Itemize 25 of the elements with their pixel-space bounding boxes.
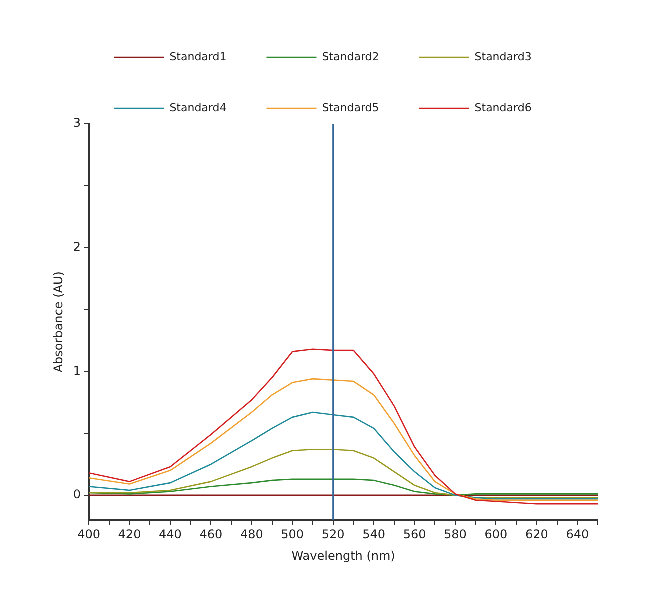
x-tick-label: 580 xyxy=(444,528,467,542)
x-tick-label: 500 xyxy=(281,528,304,542)
legend-label: Standard2 xyxy=(322,50,380,64)
y-tick-label: 3 xyxy=(73,116,82,130)
y-axis-title: Absorbance (AU) xyxy=(51,272,66,373)
x-tick-label: 620 xyxy=(525,528,548,542)
legend-label: Standard1 xyxy=(170,50,227,64)
x-tick-label: 440 xyxy=(159,528,182,542)
y-tick-label: 1 xyxy=(73,364,82,378)
x-tick-label: 460 xyxy=(200,528,223,542)
legend-label: Standard6 xyxy=(474,101,532,114)
x-tick-label: 520 xyxy=(322,528,345,542)
y-tick-label: 2 xyxy=(73,240,82,254)
x-tick-label: 480 xyxy=(240,528,264,542)
x-tick-label: 560 xyxy=(403,528,426,542)
x-tick-label: 420 xyxy=(118,528,142,542)
x-tick-label: 540 xyxy=(362,528,386,542)
x-tick-label: 640 xyxy=(566,528,590,542)
y-tick-label: 0 xyxy=(73,488,82,502)
x-tick-label: 600 xyxy=(484,528,508,542)
legend-label: Standard3 xyxy=(474,50,532,64)
legend-label: Standard5 xyxy=(322,101,380,114)
x-tick-label: 400 xyxy=(78,528,100,542)
x-axis-title: Wavelength (nm) xyxy=(292,548,396,563)
legend-label: Standard4 xyxy=(170,101,227,114)
